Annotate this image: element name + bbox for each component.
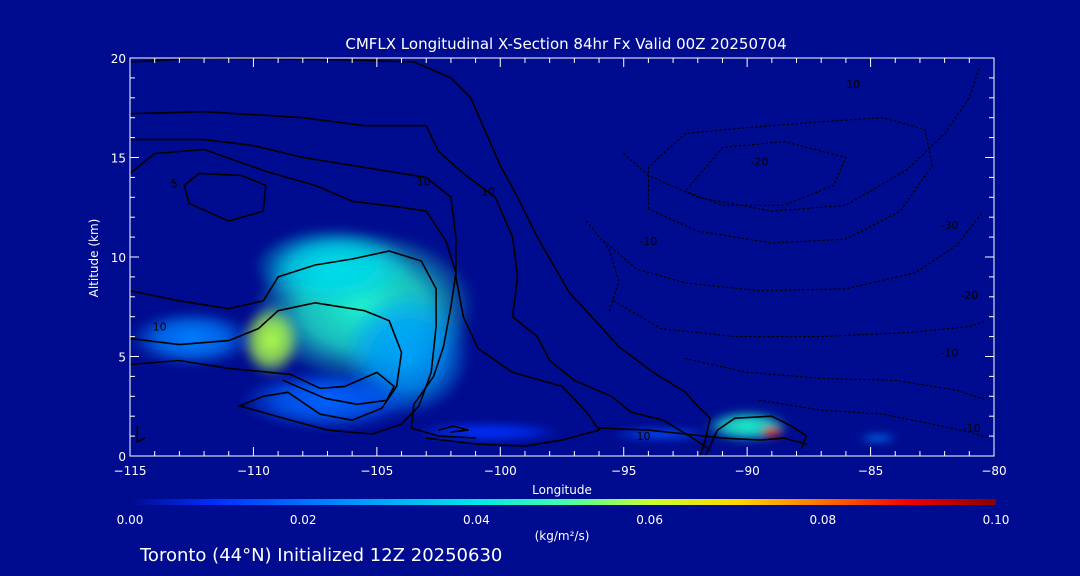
- y-tick-label: 5: [118, 351, 126, 365]
- colorbar-tick-label: 0.08: [809, 513, 836, 527]
- x-tick-label: −90: [734, 464, 759, 478]
- contour-dotted: [684, 357, 988, 401]
- x-tick-label: −100: [484, 464, 517, 478]
- y-tick-label: 20: [111, 52, 126, 66]
- contour-solid: [130, 359, 395, 406]
- contour-label: 10: [636, 430, 650, 443]
- x-tick-label: −110: [237, 464, 270, 478]
- colorbar-tick-label: 0.06: [636, 513, 663, 527]
- x-axis-label: Longitude: [532, 483, 592, 497]
- contour-labels: 10 10 5 10 10 10 -20 -30 -20 -10 -10 -10: [153, 78, 981, 443]
- contour-label: 5: [171, 177, 178, 190]
- contour-solid: [130, 138, 600, 447]
- heatmap-blob: [253, 227, 412, 307]
- x-tick-label: −95: [611, 464, 636, 478]
- colorbar-tick-label: 0.02: [290, 513, 317, 527]
- y-axis: 0 5 10 15 20: [111, 52, 994, 464]
- y-tick-label: 15: [111, 152, 126, 166]
- contour-solid: [130, 302, 403, 421]
- heatmap-blob: [858, 434, 898, 443]
- contour-solid: [183, 172, 267, 222]
- x-tick-label: −85: [858, 464, 883, 478]
- contour-solid: [130, 250, 437, 435]
- x-tick-label: −105: [360, 464, 393, 478]
- contour-label: 10: [417, 175, 431, 188]
- x-axis: −115 −110 −105 −100 −95 −90 −85 −80: [114, 58, 1007, 478]
- contour-label: 10: [481, 185, 495, 198]
- contour-label: 10: [153, 321, 167, 334]
- contour-label: -10: [963, 422, 981, 435]
- footer-text: Toronto (44°N) Initialized 12Z 20250630: [139, 545, 502, 566]
- colorbar-tick-label: 0.00: [117, 513, 144, 527]
- colorbar-tick-label: 0.04: [463, 513, 490, 527]
- y-tick-label: 0: [118, 450, 126, 464]
- heatmap-blob: [759, 426, 785, 439]
- contour-label: -30: [941, 219, 959, 232]
- y-tick-label: 10: [111, 251, 126, 265]
- contour-dotted: [758, 399, 990, 439]
- contour-solid: [598, 427, 808, 445]
- contour-label: -10: [639, 235, 657, 248]
- contour-label: -20: [960, 289, 978, 302]
- contour-lines: [130, 58, 990, 456]
- contour-label: -10: [941, 347, 959, 360]
- contour-dotted: [623, 67, 980, 212]
- chart-title: CMFLX Longitudinal X-Section 84hr Fx Val…: [345, 35, 786, 53]
- colorbar-ticks: 0.00 0.02 0.04 0.06 0.08 0.10: [117, 513, 1010, 527]
- heatmap-blob: [611, 428, 711, 441]
- contour-solid: [130, 110, 711, 451]
- x-tick-label: −115: [114, 464, 147, 478]
- y-axis-label: Altitude (km): [87, 219, 101, 298]
- contour-dotted: [603, 212, 983, 292]
- colorbar-unit-label: (kg/m²/s): [535, 529, 590, 543]
- heatmap-blob: [241, 304, 301, 377]
- contour-dotted: [586, 220, 620, 314]
- colorbar: [130, 499, 996, 505]
- contour-solid: [704, 415, 808, 456]
- contour-label: -20: [751, 155, 769, 168]
- contour-label: 10: [846, 78, 860, 91]
- x-tick-label: −80: [981, 464, 1006, 478]
- contour-dotted: [613, 300, 988, 338]
- contour-solid: [437, 425, 469, 433]
- heatmap-blob: [241, 370, 414, 431]
- contour-solid: [130, 58, 711, 456]
- heatmap-blob: [130, 310, 254, 367]
- colorbar-tick-label: 0.10: [983, 513, 1010, 527]
- contour-dotted: [684, 141, 847, 206]
- contour-solid: [136, 425, 146, 443]
- contour-dotted: [647, 117, 933, 244]
